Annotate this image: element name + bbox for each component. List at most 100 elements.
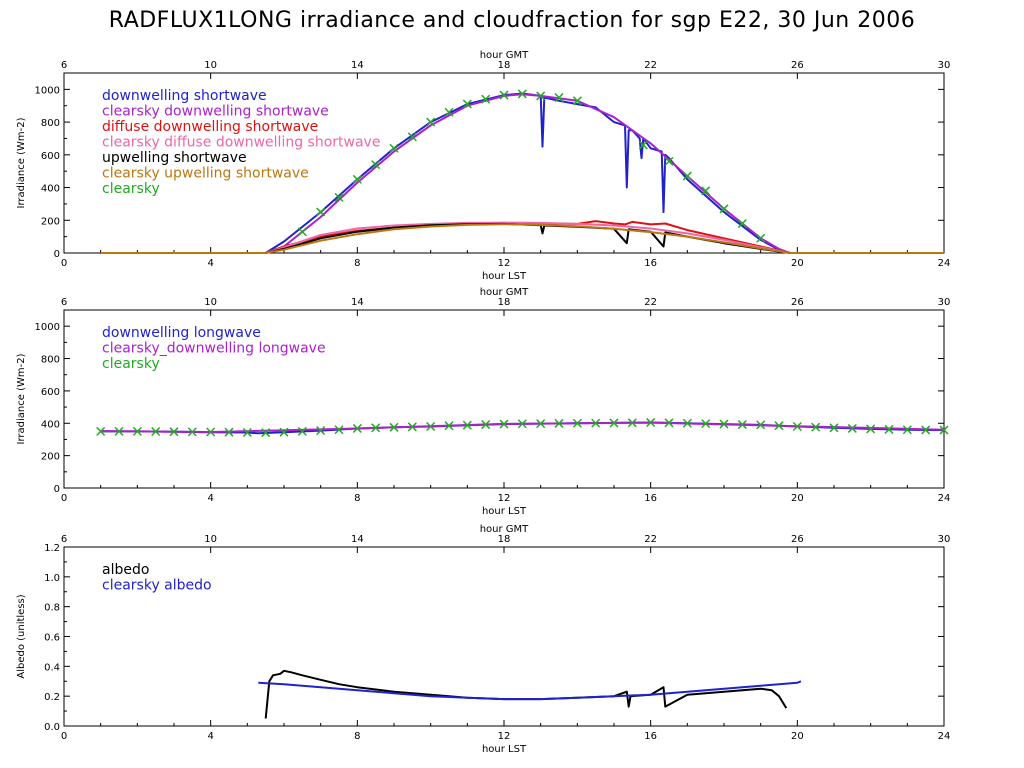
x-tick-label: 20 [791, 258, 804, 269]
legend-entry: diffuse downwelling shortwave [102, 119, 318, 135]
y-axis-label: Albedo (unitless) [16, 594, 27, 678]
data-point-clearsky [591, 418, 601, 428]
data-point-clearsky [536, 91, 546, 101]
x-axis-label: hour LST [482, 271, 527, 282]
x-top-tick-label: 26 [791, 60, 804, 71]
data-point-clearsky [352, 174, 362, 184]
x-top-tick-label: 22 [644, 297, 657, 308]
data-point-clearsky [719, 419, 729, 429]
data-point-clearsky [297, 227, 307, 237]
series-line-diffuse-downwelling-shortwave [100, 220, 944, 254]
y-tick-label: 0.8 [44, 603, 60, 614]
data-point-clearsky [792, 421, 802, 432]
legend-entry: clearsky albedo [102, 578, 212, 594]
data-point-clearsky [572, 418, 582, 428]
x-top-tick-label: 26 [791, 297, 804, 308]
series-line-albedo [264, 669, 788, 719]
x-tick-label: 16 [644, 493, 657, 504]
data-point-clearsky [811, 422, 821, 432]
y-tick-label: 800 [41, 118, 60, 129]
x-tick-label: 8 [354, 258, 360, 269]
data-point-clearsky [279, 427, 289, 437]
x-top-tick-label: 22 [644, 60, 657, 71]
data-point-clearsky [242, 427, 252, 438]
data-point-clearsky [774, 421, 784, 431]
data-point-clearsky [701, 186, 711, 196]
y-tick-label: 400 [41, 419, 60, 430]
x-top-axis-label: hour GMT [480, 50, 529, 61]
y-tick-label: 1000 [35, 322, 60, 333]
data-point-clearsky [499, 90, 509, 100]
legend-entry: upwelling shortwave [102, 150, 247, 166]
data-point-clearsky [682, 171, 692, 181]
data-point-clearsky [371, 160, 381, 170]
y-tick-label: 0.4 [44, 662, 60, 673]
data-point-clearsky [206, 427, 216, 437]
data-point-clearsky [829, 423, 839, 433]
y-tick-label: 1.0 [44, 573, 60, 584]
legend-entry: clearsky diffuse downwelling shortwave [102, 135, 380, 151]
y-tick-label: 400 [41, 184, 60, 195]
data-point-clearsky [554, 418, 564, 428]
data-point-clearsky [902, 425, 912, 435]
data-point-clearsky [444, 107, 454, 117]
x-top-tick-label: 6 [61, 297, 67, 308]
x-tick-label: 16 [644, 731, 657, 742]
data-point-clearsky [96, 426, 106, 436]
data-point-clearsky [664, 156, 674, 166]
data-point-clearsky [499, 419, 509, 429]
x-top-tick-label: 30 [938, 60, 951, 71]
data-point-clearsky [371, 423, 381, 433]
data-point-clearsky [884, 424, 894, 434]
data-point-clearsky [169, 427, 179, 437]
data-point-clearsky [426, 421, 436, 432]
y-tick-label: 1000 [35, 85, 60, 96]
x-tick-label: 24 [938, 731, 951, 742]
data-point-clearsky [866, 424, 876, 434]
data-point-clearsky [316, 426, 326, 436]
data-point-clearsky [151, 426, 161, 437]
legend-entry: clearsky [102, 356, 160, 372]
x-tick-label: 20 [791, 493, 804, 504]
data-point-clearsky [646, 417, 656, 427]
y-tick-label: 600 [41, 151, 60, 162]
series-line-clearsky-downwelling-shortwave [100, 93, 944, 254]
y-tick-label: 200 [41, 452, 60, 463]
x-tick-label: 0 [61, 258, 67, 269]
x-top-tick-label: 14 [351, 297, 364, 308]
x-top-tick-label: 30 [938, 534, 951, 545]
chart-panel-3: 0 4 8 12 16 20 24 6 10 14 18 22 26 30 hour LST hour GMT… [16, 524, 950, 755]
y-axis-label: Irradiance (Wm-2) [16, 117, 27, 208]
legend-entry: clearsky [102, 181, 160, 197]
data-point-clearsky [114, 426, 124, 436]
data-point-clearsky [701, 419, 711, 429]
x-top-tick-label: 18 [498, 60, 511, 71]
data-point-clearsky [444, 421, 454, 431]
data-point-clearsky [407, 422, 417, 432]
data-point-clearsky [316, 207, 326, 217]
x-top-tick-label: 30 [938, 297, 951, 308]
data-point-clearsky [939, 425, 949, 435]
page-title: RADFLUX1LONG irradiance and cloudfractio… [108, 8, 916, 33]
x-top-tick-label: 22 [644, 534, 657, 545]
data-point-clearsky [389, 422, 399, 432]
x-tick-label: 0 [61, 731, 67, 742]
x-top-tick-label: 18 [498, 297, 511, 308]
x-tick-label: 12 [498, 258, 511, 269]
data-point-clearsky [536, 419, 546, 429]
x-tick-label: 4 [207, 493, 213, 504]
data-point-clearsky [921, 425, 931, 435]
x-top-axis-label: hour GMT [480, 287, 529, 298]
data-point-clearsky [261, 428, 271, 438]
x-top-tick-label: 14 [351, 534, 364, 545]
x-top-tick-label: 6 [61, 534, 67, 545]
data-point-clearsky [554, 93, 564, 103]
y-tick-label: 0.6 [44, 633, 60, 644]
y-tick-label: 0 [54, 484, 60, 495]
data-point-clearsky [682, 418, 692, 428]
series-line-clearsky-albedo [258, 680, 802, 701]
x-tick-label: 12 [498, 731, 511, 742]
legend-entry: clearsky upwelling shortwave [102, 166, 309, 182]
data-point-clearsky [187, 427, 197, 437]
